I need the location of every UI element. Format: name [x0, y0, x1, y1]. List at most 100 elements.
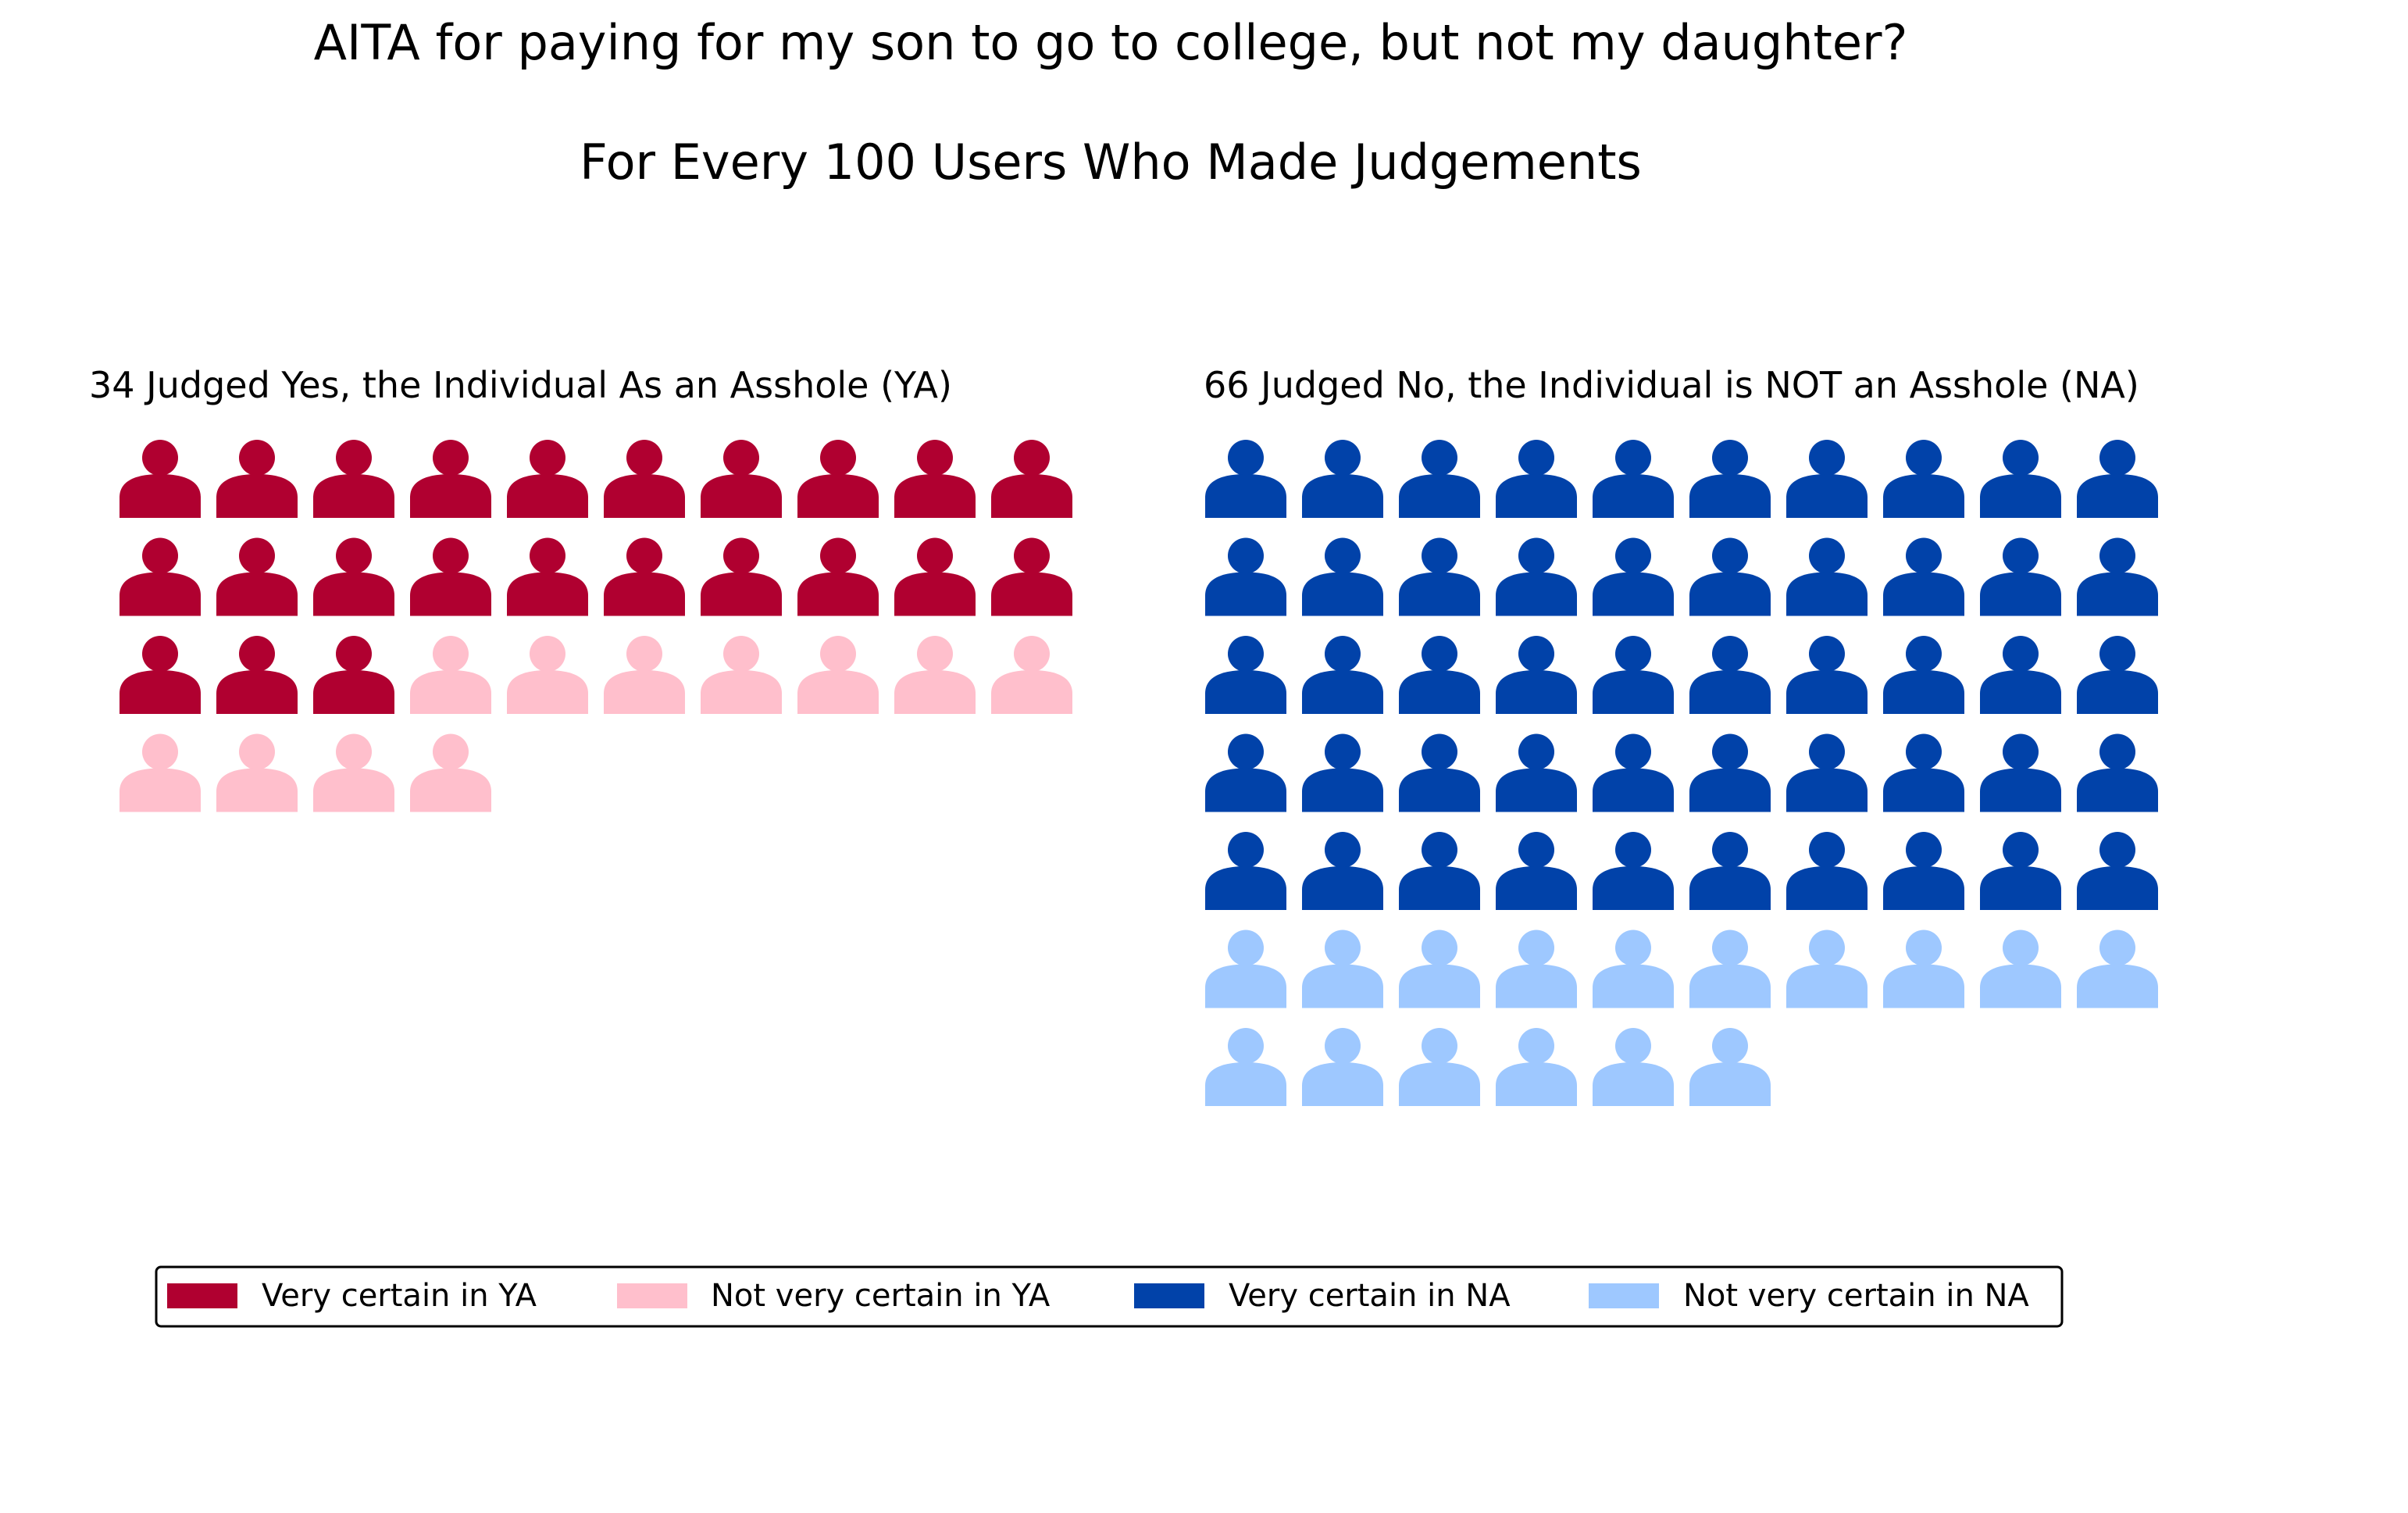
person-icon — [216, 440, 298, 518]
person-icon — [1496, 537, 1577, 616]
person-icon — [1205, 930, 1286, 1008]
legend-swatch-not-very-certain-na — [1589, 1283, 1659, 1308]
person-icon — [410, 733, 491, 812]
person-icon — [797, 440, 879, 518]
person-icon — [1399, 733, 1480, 812]
person-icon — [1302, 930, 1383, 1008]
person-icon — [991, 636, 1072, 714]
person-icon — [1980, 832, 2061, 910]
person-icon — [894, 440, 976, 518]
person-icon — [1496, 1028, 1577, 1106]
person-icon — [1883, 537, 1964, 616]
person-icon — [1302, 1028, 1383, 1106]
person-icon — [1399, 440, 1480, 518]
legend-swatch-very-certain-ya — [167, 1283, 237, 1308]
person-icon — [1786, 440, 1868, 518]
legend-label-not-very-certain-na: Not very certain in NA — [1683, 1278, 2029, 1314]
person-icon — [1399, 1028, 1480, 1106]
person-icon — [701, 537, 782, 616]
person-icon — [1593, 1028, 1674, 1106]
person-icon — [604, 440, 685, 518]
person-icon — [1883, 733, 1964, 812]
legend-swatch-very-certain-na — [1134, 1283, 1204, 1308]
panel-na-title: 66 Judged No, the Individual is NOT an A… — [1204, 364, 2139, 406]
person-icon — [410, 636, 491, 714]
person-icon — [1593, 733, 1674, 812]
legend-label-not-very-certain-ya: Not very certain in YA — [711, 1278, 1051, 1314]
person-icon — [1496, 636, 1577, 714]
person-icon — [2077, 733, 2158, 812]
person-icon — [507, 636, 588, 714]
person-icon — [1883, 636, 1964, 714]
person-icon — [410, 537, 491, 616]
person-icon — [2077, 636, 2158, 714]
person-icon — [604, 537, 685, 616]
person-icon — [1496, 733, 1577, 812]
person-icon — [1399, 636, 1480, 714]
person-icon — [1883, 930, 1964, 1008]
person-icon — [701, 440, 782, 518]
person-icon — [216, 537, 298, 616]
person-icon — [991, 537, 1072, 616]
person-icon — [1689, 832, 1771, 910]
person-icon — [120, 440, 201, 518]
person-icon — [1786, 537, 1868, 616]
person-icon — [1689, 440, 1771, 518]
person-icon — [1302, 636, 1383, 714]
person-icon — [1786, 930, 1868, 1008]
person-icon — [1399, 832, 1480, 910]
person-icon — [1883, 832, 1964, 910]
person-icon — [991, 440, 1072, 518]
person-icon — [1980, 930, 2061, 1008]
person-icon — [1883, 440, 1964, 518]
person-icon — [120, 636, 201, 714]
person-icon — [1205, 733, 1286, 812]
icon-grid-ya — [120, 440, 1072, 812]
panel-ya-title: 34 Judged Yes, the Individual As an Assh… — [89, 364, 952, 406]
person-icon — [120, 733, 201, 812]
person-icon — [1496, 440, 1577, 518]
person-icon — [1205, 1028, 1286, 1106]
person-icon — [604, 636, 685, 714]
person-icon — [216, 636, 298, 714]
person-icon — [1980, 440, 2061, 518]
person-icon — [1689, 930, 1771, 1008]
person-icon — [894, 636, 976, 714]
person-icon — [1302, 733, 1383, 812]
person-icon — [2077, 930, 2158, 1008]
person-icon — [1593, 537, 1674, 616]
person-icon — [894, 537, 976, 616]
panel-ya: 34 Judged Yes, the Individual As an Assh… — [89, 364, 1072, 812]
person-icon — [313, 636, 394, 714]
legend: Very certain in YA Not very certain in Y… — [155, 1265, 2064, 1328]
person-icon — [216, 733, 298, 812]
person-icon — [1399, 537, 1480, 616]
person-icon — [701, 636, 782, 714]
person-icon — [1205, 440, 1286, 518]
person-icon — [1205, 832, 1286, 910]
person-icon — [1593, 440, 1674, 518]
person-icon — [1689, 636, 1771, 714]
legend-frame — [155, 1265, 2064, 1328]
person-icon — [1496, 832, 1577, 910]
person-icon — [1980, 733, 2061, 812]
person-icon — [1302, 832, 1383, 910]
person-icon — [313, 733, 394, 812]
legend-label-very-certain-na: Very certain in NA — [1229, 1278, 1511, 1314]
person-icon — [1689, 537, 1771, 616]
person-icon — [1689, 1028, 1771, 1106]
person-icon — [410, 440, 491, 518]
person-icon — [1980, 636, 2061, 714]
person-icon — [313, 537, 394, 616]
person-icon — [1786, 733, 1868, 812]
legend-swatch-not-very-certain-ya — [617, 1283, 687, 1308]
person-icon — [1593, 930, 1674, 1008]
person-icon — [2077, 537, 2158, 616]
person-icon — [797, 636, 879, 714]
person-icon — [1786, 636, 1868, 714]
person-icon — [1593, 636, 1674, 714]
person-icon — [1205, 636, 1286, 714]
person-icon — [1980, 537, 2061, 616]
chart-subtitle: For Every 100 Users Who Made Judgements — [580, 134, 1642, 191]
